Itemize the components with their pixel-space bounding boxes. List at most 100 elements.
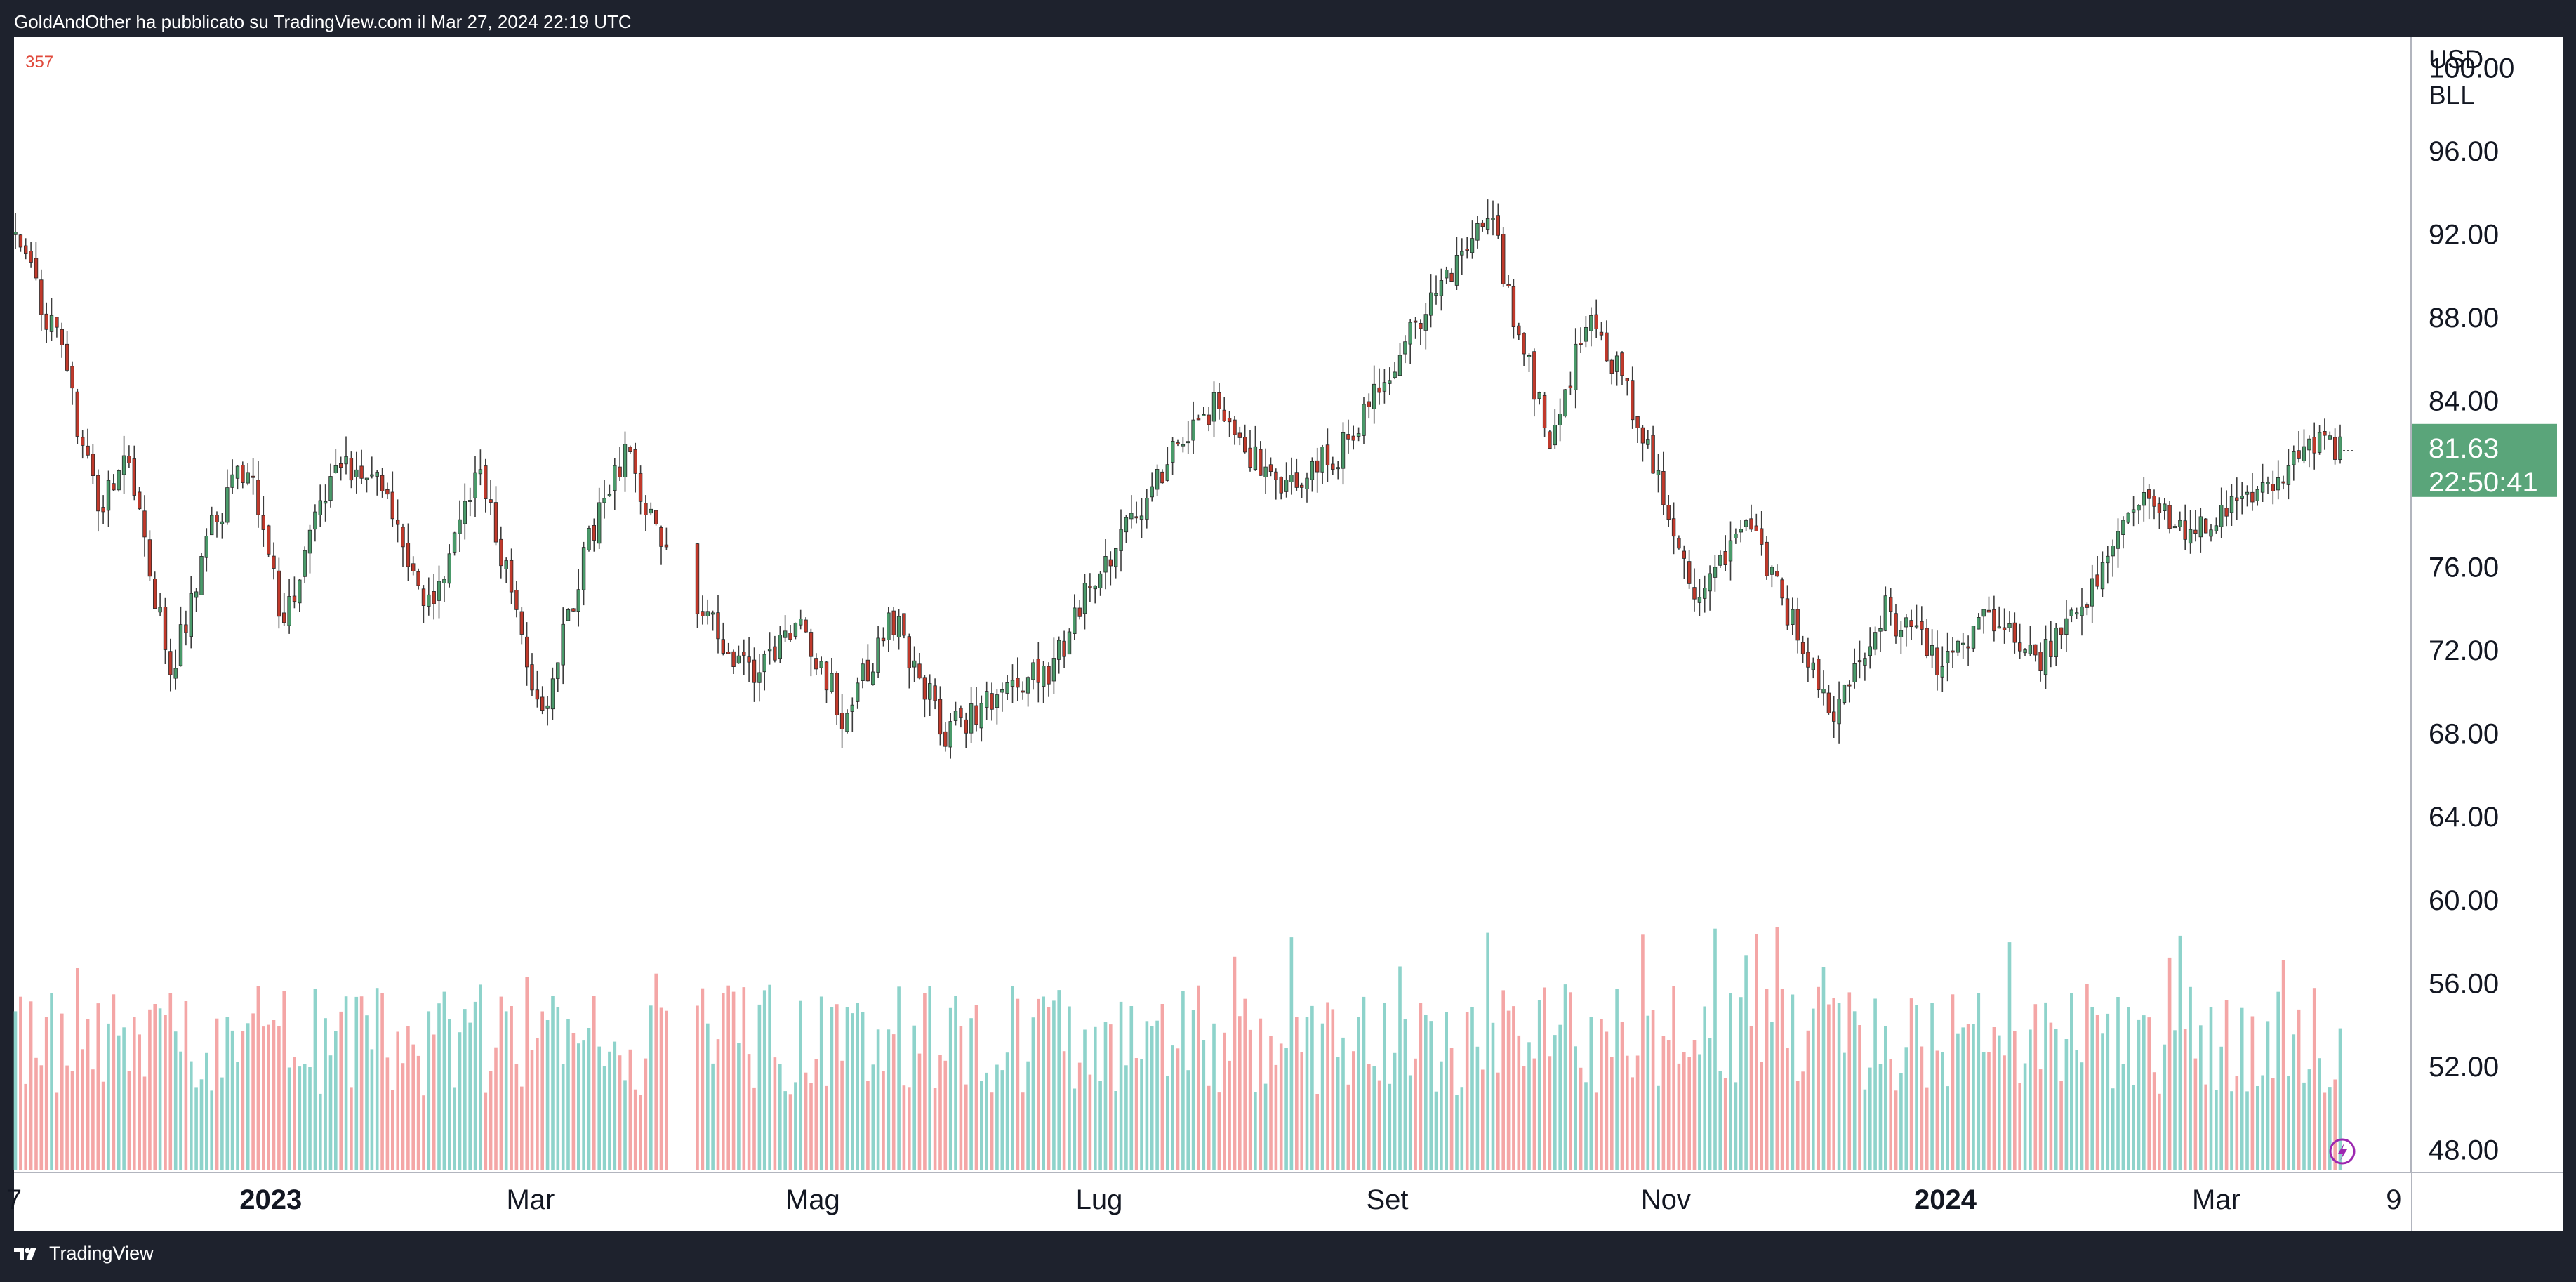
- candle-body: [478, 469, 483, 475]
- candle-body: [1527, 355, 1532, 357]
- volume-bar: [1791, 994, 1795, 1170]
- volume-bar: [2276, 991, 2280, 1170]
- candle-body: [581, 547, 586, 590]
- volume-bar: [1868, 1067, 1872, 1170]
- volume-bar: [1852, 1011, 1857, 1170]
- volume-bar: [168, 993, 173, 1170]
- candle-body: [2188, 529, 2193, 544]
- volume-bar: [453, 1087, 456, 1170]
- candle-body: [60, 329, 64, 345]
- volume-bar: [1496, 1072, 1500, 1170]
- candle-body: [1439, 279, 1444, 296]
- candle-body: [788, 633, 792, 640]
- volume-bar: [1284, 1048, 1288, 1170]
- candle-body: [318, 500, 322, 515]
- volume-bar: [525, 977, 529, 1170]
- volume-bar: [215, 1018, 219, 1170]
- volume-bar: [2090, 1007, 2094, 1170]
- candle-body: [1532, 351, 1536, 400]
- volume-bar: [1961, 1027, 1965, 1170]
- candle-body: [2069, 609, 2073, 616]
- candle-body: [1259, 449, 1263, 476]
- candle-body: [1568, 385, 1573, 388]
- candle-body: [1558, 414, 1562, 425]
- candle-body: [1207, 414, 1211, 425]
- volume-bar: [1682, 1052, 1686, 1170]
- volume-bar: [1403, 1019, 1407, 1170]
- volume-bar: [1470, 1007, 1474, 1170]
- price-axis[interactable]: [2411, 37, 2563, 1231]
- volume-bar: [2127, 1007, 2130, 1170]
- volume-bar: [1429, 1021, 1433, 1170]
- volume-bar: [2038, 1069, 2043, 1170]
- volume-bar: [2245, 1091, 2249, 1170]
- volume-bar: [1703, 1006, 1706, 1170]
- candle-body: [2178, 520, 2182, 527]
- volume-bar: [354, 996, 359, 1170]
- candle-body: [1036, 659, 1040, 683]
- lightning-icon[interactable]: [2329, 1138, 2356, 1165]
- candle-body: [638, 473, 643, 502]
- x-tick-label: 2024: [1914, 1184, 1977, 1215]
- volume-bar: [1475, 1046, 1480, 1170]
- candle-body: [1630, 380, 1635, 421]
- volume-bar: [737, 1043, 741, 1170]
- publish-info: GoldAndOther ha pubblicato su TradingVie…: [14, 11, 632, 32]
- candle-body: [1986, 609, 1991, 613]
- candle-body: [762, 654, 766, 673]
- candle-body: [1382, 382, 1387, 392]
- volume-bar: [2193, 1058, 2198, 1170]
- candle-body: [241, 465, 245, 483]
- volume-bar: [1057, 990, 1061, 1170]
- candle-body: [1795, 609, 1800, 641]
- candle-body: [2224, 508, 2229, 517]
- candle-body: [1522, 333, 1526, 355]
- candle-body: [2276, 477, 2280, 491]
- candle-body: [2214, 525, 2219, 531]
- candle-body: [1904, 617, 1908, 628]
- candle-body: [385, 489, 390, 495]
- volume-bar: [1631, 1077, 1634, 1170]
- candle-body: [2266, 482, 2270, 484]
- candle-body: [499, 538, 503, 567]
- volume-bar: [2189, 986, 2192, 1170]
- candle-body: [75, 391, 79, 437]
- volume-bar: [1594, 1092, 1598, 1170]
- candle-body: [525, 636, 529, 668]
- candle-body: [1119, 529, 1123, 551]
- candle-body: [2163, 503, 2167, 512]
- volume-bar: [644, 1058, 648, 1170]
- candle-body: [1791, 609, 1795, 626]
- candle-body: [607, 494, 612, 496]
- candle-body: [1067, 631, 1072, 655]
- candle-body: [865, 659, 870, 682]
- volume-bar: [2307, 1069, 2311, 1170]
- candle-body: [370, 474, 374, 477]
- volume-bar: [830, 1007, 834, 1170]
- volume-bar: [2158, 1093, 2161, 1170]
- volume-bar: [1279, 1043, 1283, 1170]
- candle-body: [1563, 389, 1567, 417]
- volume-bar: [1744, 955, 1748, 1170]
- volume-bar: [2302, 1082, 2306, 1170]
- candle-body: [468, 500, 472, 502]
- volume-bar: [1233, 956, 1237, 1170]
- volume-bar: [2323, 1092, 2327, 1170]
- candle-body: [2142, 492, 2146, 506]
- candle-body: [364, 477, 369, 480]
- volume-bar: [401, 1063, 405, 1170]
- candle-body: [396, 520, 400, 525]
- volume-bar: [2049, 1022, 2053, 1170]
- volume-bar: [876, 1029, 880, 1170]
- volume-bar: [1806, 1030, 1810, 1170]
- volume-bar: [2106, 1013, 2110, 1170]
- footer-branding[interactable]: TradingView: [14, 1243, 154, 1264]
- candle-body: [49, 315, 54, 332]
- candle-body: [277, 570, 281, 617]
- candle-body: [209, 515, 214, 536]
- volume-bar: [1491, 1022, 1495, 1170]
- volume-bar: [851, 1013, 854, 1170]
- volume-bar: [1289, 937, 1294, 1170]
- volume-bar: [1718, 1071, 1722, 1170]
- y-tick-label: 52.00: [2429, 1052, 2499, 1083]
